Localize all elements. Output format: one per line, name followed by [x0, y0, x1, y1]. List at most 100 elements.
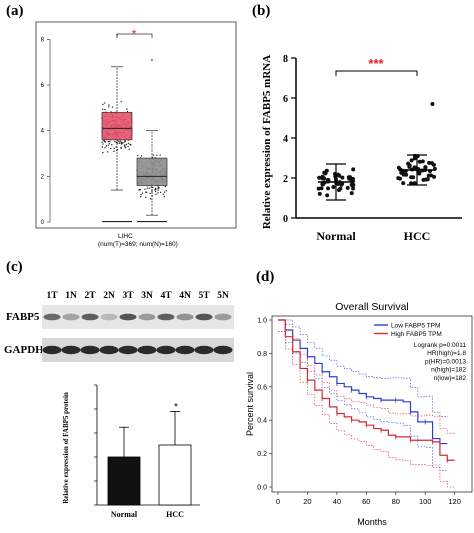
- lane-label: 1T: [46, 291, 58, 301]
- jitter-point: [154, 190, 157, 193]
- jitter-point: [113, 150, 115, 153]
- jitter-point: [163, 196, 166, 198]
- data-point: [320, 174, 325, 179]
- y-tick-label: 4: [283, 134, 288, 145]
- jitter-point: [145, 191, 147, 193]
- jitter-point: [102, 143, 104, 145]
- data-point: [396, 176, 401, 181]
- data-point: [412, 181, 417, 186]
- jitter-point: [103, 140, 105, 142]
- x-tick-label: 60: [362, 497, 370, 506]
- jitter-point: [119, 140, 121, 142]
- jitter-point: [107, 140, 110, 143]
- panel-a-letter: (a): [6, 3, 24, 19]
- jitter-point: [159, 154, 161, 156]
- jitter-point: [126, 108, 128, 110]
- data-point: [326, 178, 331, 183]
- data-point: [317, 191, 322, 196]
- jitter-point: [151, 191, 153, 193]
- data-point: [417, 159, 422, 164]
- panel-d-ylabel: Percent survival: [245, 372, 255, 436]
- band: [213, 345, 233, 355]
- data-point: [322, 170, 327, 175]
- data-point: [331, 185, 336, 190]
- jitter-point: [154, 189, 156, 191]
- panel-a-frame: [35, 21, 237, 229]
- box-N: [136, 157, 168, 186]
- panel-a-xlabel-line2: (num(T)=369; num(N)=160): [98, 241, 178, 248]
- jitter-point: [101, 146, 104, 148]
- band: [175, 345, 195, 355]
- jitter-point: [106, 151, 109, 153]
- jitter-point: [152, 154, 155, 156]
- data-point: [325, 193, 330, 198]
- panel-b-cat-hcc: HCC: [404, 229, 431, 243]
- data-point: [404, 172, 409, 177]
- jitter-point: [151, 59, 153, 61]
- jitter-point: [113, 147, 115, 150]
- jitter-point: [104, 141, 106, 143]
- lane-label: 5T: [198, 291, 210, 301]
- panel-a: (a) 0 2 4 6 8 * LIHC (num(T)=369; num(N)=160…: [6, 3, 237, 248]
- panel-c-letter: (c): [6, 259, 23, 275]
- jitter-point: [149, 198, 152, 200]
- panel-c-row2-label: GAPDH: [4, 344, 44, 356]
- jitter-point: [165, 190, 167, 192]
- jitter-point: [127, 145, 129, 148]
- jitter-point: [101, 141, 103, 143]
- panel-b: (b) Relative expression of FABP5 mRNA 0 2…: [252, 3, 462, 243]
- data-point: [349, 182, 354, 187]
- data-point: [349, 191, 354, 196]
- jitter-point: [154, 187, 157, 190]
- band: [138, 313, 156, 321]
- jitter-point: [139, 188, 142, 191]
- jitter-point: [109, 140, 111, 143]
- band: [99, 345, 119, 355]
- panel-d-survival-curves: [278, 319, 455, 488]
- band: [156, 345, 176, 355]
- y-tick-label: 0.4: [257, 418, 267, 425]
- y-tick-label: 0.8: [257, 351, 267, 358]
- panel-c-significance: *: [174, 402, 178, 413]
- ci-lower: [278, 331, 448, 472]
- panel-d-title: Overall Survival: [335, 301, 409, 313]
- jitter-point: [128, 148, 130, 150]
- jitter-point: [144, 188, 146, 191]
- annotation: n(low)=182: [434, 375, 467, 382]
- x-tick-label: 100: [419, 497, 432, 506]
- jitter-point: [140, 193, 142, 196]
- jitter-point: [148, 187, 151, 189]
- survival-curve: [278, 319, 448, 445]
- data-point: [411, 175, 416, 180]
- y-tick-label: 8: [283, 54, 288, 65]
- panel-c-bars: [107, 410, 192, 506]
- jitter-point: [108, 106, 110, 108]
- legend-label: Low FABP5 TPM: [391, 323, 440, 330]
- band: [157, 313, 175, 321]
- y-tick-label: 2: [41, 174, 45, 180]
- data-point: [340, 175, 345, 180]
- panel-c-row1-label: FABP5: [6, 311, 40, 323]
- jitter-point: [123, 141, 126, 143]
- band: [80, 345, 100, 355]
- band: [62, 313, 80, 321]
- jitter-point: [157, 186, 159, 188]
- jitter-point: [104, 102, 106, 104]
- jitter-point: [138, 189, 140, 191]
- gapdh-bands: [42, 345, 233, 355]
- y-tick-label: 0.0: [257, 485, 267, 492]
- data-point: [412, 165, 417, 170]
- band: [194, 345, 214, 355]
- panel-b-significance-bracket: [335, 70, 418, 76]
- jitter-point: [122, 141, 124, 144]
- jitter-point: [104, 147, 106, 149]
- x-tick-label: 80: [392, 497, 400, 506]
- jitter-point: [159, 191, 162, 194]
- jitter-point: [163, 191, 166, 193]
- band: [81, 313, 99, 321]
- data-point: [347, 175, 352, 180]
- jitter-point: [157, 189, 159, 191]
- jitter-point: [124, 139, 126, 142]
- panel-d-letter: (d): [256, 269, 274, 285]
- panel-b-letter: (b): [252, 3, 270, 19]
